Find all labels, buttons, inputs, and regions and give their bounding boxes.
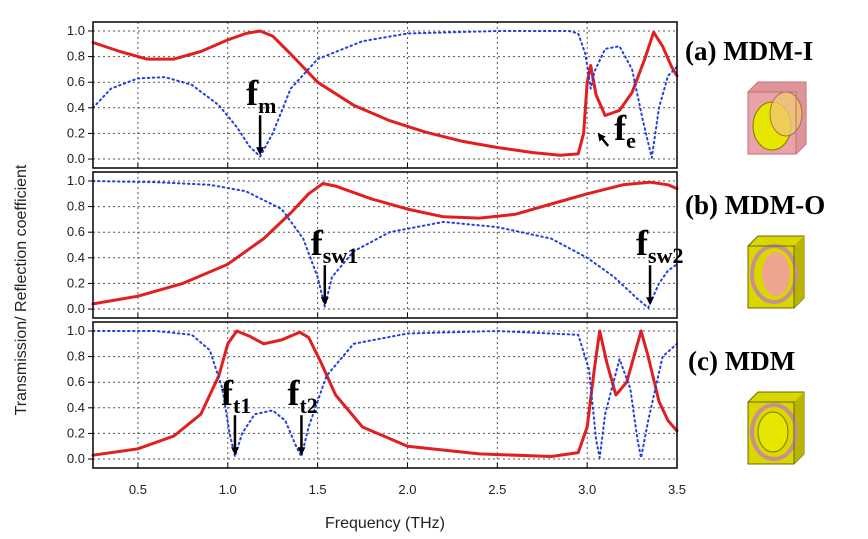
- panel-b: 0.0 0.2 0.4 0.6 0.8 1.0 fsw1 fsw2: [67, 171, 683, 319]
- x-tick-label: 2.5: [488, 482, 506, 497]
- reflection-curve: [92, 30, 678, 159]
- transmission-curve: [91, 329, 679, 458]
- x-tick-label: 1.5: [309, 482, 327, 497]
- annotation-label: fe: [614, 108, 636, 153]
- y-tick-label: 0.8: [67, 199, 85, 214]
- transmission-curve: [91, 180, 679, 306]
- y-tick-label: 0.8: [67, 49, 85, 64]
- annotation-label: ft2: [287, 373, 317, 418]
- y-tick-label: 0.8: [67, 349, 85, 364]
- annotation-label: fsw1: [311, 223, 358, 268]
- y-tick-label: 0.6: [67, 224, 85, 239]
- caption-mdm: (c) MDM: [688, 346, 795, 376]
- y-tick-label: 0.2: [67, 425, 85, 440]
- panel-c: 0.0 0.2 0.4 0.6 0.8 1.0 ft1 ft2: [67, 321, 679, 469]
- y-tick-label: 0.0: [67, 301, 85, 316]
- y-tick-label: 0.0: [67, 151, 85, 166]
- x-tick-label: 3.0: [578, 482, 596, 497]
- panel-frame: [92, 321, 678, 469]
- reflection-curve: [92, 180, 678, 309]
- x-tick-label: 2.0: [398, 482, 416, 497]
- y-tick-label: 0.6: [67, 374, 85, 389]
- panel-frame: [92, 171, 678, 319]
- y-tick-label: 0.4: [67, 400, 85, 415]
- cube-mdm-icon: [747, 391, 805, 465]
- cube-mdm-o-icon: [747, 235, 805, 309]
- y-tick-label: 0.4: [67, 100, 85, 115]
- y-tick-label: 1.0: [67, 23, 85, 38]
- panel-frame: [92, 21, 678, 169]
- transmission-curve: [91, 29, 679, 157]
- annotation-arrow: [597, 132, 610, 147]
- y-tick-label: 0.2: [67, 275, 85, 290]
- x-axis-label: Frequency (THz): [325, 515, 445, 532]
- y-tick-label: 0.4: [67, 250, 85, 265]
- x-tick-label: 3.5: [668, 482, 686, 497]
- y-axis-label: Transmission/ Reflection coefficient: [13, 164, 30, 415]
- y-tick-label: 0.0: [67, 451, 85, 466]
- x-tick-labels: 0.5 1.0 1.5 2.0 2.5 3.0 3.5: [129, 482, 686, 497]
- caption-mdm-i: (a) MDM-I: [685, 36, 813, 66]
- annotation-label: fm: [246, 73, 276, 118]
- annotation-label: ft1: [221, 373, 251, 418]
- panel-a: 0.0 0.2 0.4 0.6 0.8 1.0 fm fe: [67, 21, 679, 169]
- y-tick-label: 1.0: [67, 173, 85, 188]
- x-tick-label: 0.5: [129, 482, 147, 497]
- x-tick-label: 1.0: [219, 482, 237, 497]
- annotation-label: fsw2: [636, 223, 683, 268]
- cube-mdm-i-icon: [747, 81, 807, 155]
- y-tick-label: 1.0: [67, 323, 85, 338]
- reflection-curve: [92, 330, 678, 459]
- caption-mdm-o: (b) MDM-O: [685, 190, 825, 220]
- y-tick-label: 0.6: [67, 74, 85, 89]
- y-tick-label: 0.2: [67, 125, 85, 140]
